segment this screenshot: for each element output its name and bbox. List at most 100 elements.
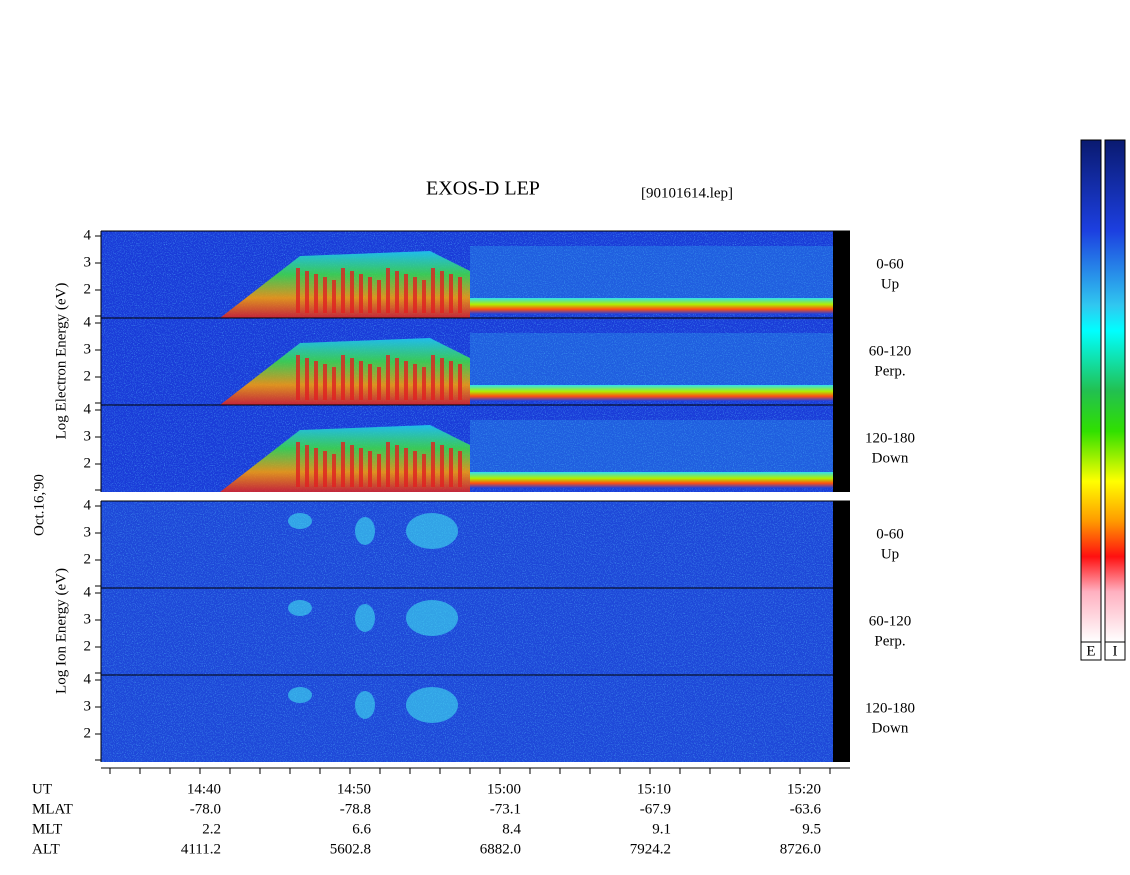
y-tick-label: 4 <box>84 227 92 243</box>
flux-stripe <box>404 361 408 400</box>
energy-band <box>470 298 833 314</box>
flux-stripe <box>305 445 309 487</box>
flux-stripe <box>305 358 309 400</box>
flux-stripe <box>395 358 399 400</box>
direction-label: Down <box>872 450 909 466</box>
flux-stripe <box>386 442 390 487</box>
flux-stripe <box>422 280 426 313</box>
direction-label: Up <box>881 276 899 292</box>
flux-blob <box>355 517 375 545</box>
energy-band <box>470 385 833 401</box>
flux-stripe <box>323 451 327 487</box>
flux-stripe <box>341 442 345 487</box>
colorbar-label: I <box>1113 643 1118 659</box>
flux-stripe <box>332 454 336 487</box>
flux-stripe <box>368 451 372 487</box>
data-gap <box>833 501 850 588</box>
table-cell: 8.4 <box>502 821 521 837</box>
channel-label: 0-60 <box>876 256 904 272</box>
flux-stripe <box>395 445 399 487</box>
data-gap <box>833 588 850 675</box>
direction-label: Perp. <box>874 363 905 379</box>
haze <box>470 333 833 390</box>
flux-stripe <box>413 277 417 313</box>
x-tick-label: 15:20 <box>787 781 821 797</box>
y-tick-label: 4 <box>84 314 92 330</box>
y-tick-label: 3 <box>84 254 92 270</box>
table-cell: -78.8 <box>340 801 371 817</box>
direction-label: Up <box>881 546 899 562</box>
table-cell: -67.9 <box>640 801 671 817</box>
panel-noise <box>101 675 833 762</box>
flux-blob <box>355 604 375 632</box>
channel-label: 60-120 <box>869 343 912 359</box>
axis-label: Log Electron Energy (eV) <box>53 283 69 440</box>
flux-stripe <box>359 448 363 487</box>
flux-stripe <box>341 268 345 313</box>
y-tick-label: 2 <box>84 638 92 654</box>
flux-stripe <box>305 271 309 313</box>
direction-label: Perp. <box>874 633 905 649</box>
panel-noise <box>101 588 833 675</box>
flux-stripe <box>431 442 435 487</box>
flux-stripe <box>458 364 462 400</box>
flux-stripe <box>395 271 399 313</box>
x-tick-label: 14:40 <box>187 781 221 797</box>
flux-stripe <box>368 364 372 400</box>
y-tick-label: 3 <box>84 611 92 627</box>
flux-stripe <box>413 451 417 487</box>
axis-label: Log Ion Energy (eV) <box>53 568 69 694</box>
y-tick-label: 3 <box>84 698 92 714</box>
flux-stripe <box>449 361 453 400</box>
flux-stripe <box>350 445 354 487</box>
file-name: [90101614.lep] <box>641 185 733 201</box>
spectrogram-panel <box>101 587 850 675</box>
y-tick-label: 2 <box>84 368 92 384</box>
flux-stripe <box>314 448 318 487</box>
channel-label: 0-60 <box>876 526 904 542</box>
y-tick-label: 2 <box>84 455 92 471</box>
flux-stripe <box>422 454 426 487</box>
flux-stripe <box>314 274 318 313</box>
spectrogram-panel <box>101 404 850 492</box>
figure: EXOS-D LEP [90101614.lep] Oct.16,'90 Log… <box>31 139 1126 857</box>
table-cell: 5602.8 <box>330 841 371 857</box>
flux-stripe <box>332 367 336 400</box>
flux-stripe <box>359 274 363 313</box>
flux-blob <box>406 687 458 723</box>
table-cell: -78.0 <box>190 801 221 817</box>
y-tick-label: 4 <box>84 497 92 513</box>
flux-stripe <box>296 442 300 487</box>
flux-stripe <box>404 448 408 487</box>
channel-label: 120-180 <box>865 430 915 446</box>
colorbar <box>1080 139 1102 643</box>
y-tick-label: 4 <box>84 401 92 417</box>
flux-stripe <box>431 268 435 313</box>
date: Oct.16,'90 <box>31 474 47 536</box>
flux-stripe <box>422 367 426 400</box>
energy-band <box>470 472 833 488</box>
flux-stripe <box>404 274 408 313</box>
flux-stripe <box>323 277 327 313</box>
flux-blob <box>355 691 375 719</box>
y-tick-label: 2 <box>84 281 92 297</box>
haze <box>470 420 833 477</box>
y-tick-label: 3 <box>84 341 92 357</box>
table-cell: 7924.2 <box>630 841 671 857</box>
colorbar-label-box <box>1104 641 1126 661</box>
y-tick-label: 3 <box>84 428 92 444</box>
table-cell: 9.1 <box>652 821 671 837</box>
flux-stripe <box>341 355 345 400</box>
flux-stripe <box>350 271 354 313</box>
flux-stripe <box>449 274 453 313</box>
data-gap <box>833 231 850 318</box>
channel-label: 120-180 <box>865 700 915 716</box>
flux-stripe <box>386 268 390 313</box>
flux-stripe <box>350 358 354 400</box>
x-tick-label: 15:00 <box>487 781 521 797</box>
row-label: MLT <box>32 821 62 837</box>
spectrogram-panel <box>101 317 850 405</box>
table-cell: 4111.2 <box>181 841 221 857</box>
flux-stripe <box>332 280 336 313</box>
flux-stripe <box>377 367 381 400</box>
